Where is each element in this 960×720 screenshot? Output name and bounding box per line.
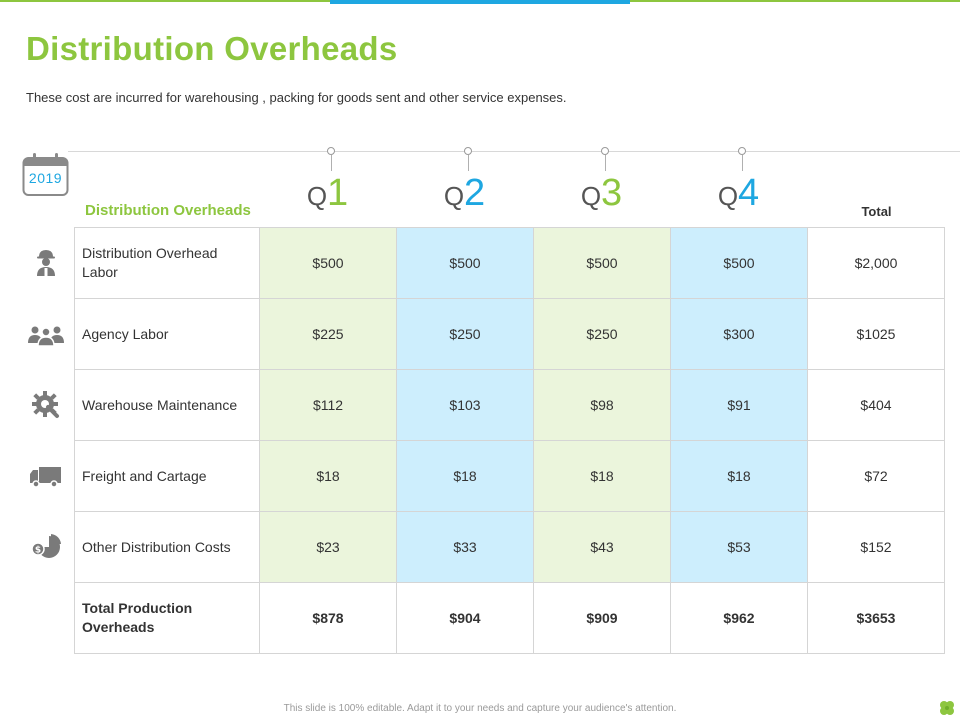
team-icon: [27, 319, 65, 349]
cell-q3: $43: [533, 511, 671, 583]
quarter-header-q3: Q3: [533, 172, 670, 215]
table-row: Warehouse Maintenance $112 $103 $98 $91 …: [74, 369, 945, 441]
cell-q1: $225: [259, 298, 397, 370]
table-row: Other Distribution Costs $23 $33 $43 $53…: [74, 511, 945, 583]
total-row-label: Total Production Overheads: [74, 582, 260, 654]
table-row: Agency Labor $225 $250 $250 $300 $1025: [74, 298, 945, 370]
clover-logo-icon: [938, 699, 956, 717]
cell-q2: $18: [396, 440, 534, 512]
timeline-marker: [738, 147, 746, 155]
quarter-header-q1: Q1: [259, 172, 396, 215]
row-label: Distribution Overhead Labor: [74, 227, 260, 299]
total-cell-q2: $904: [396, 582, 534, 654]
cell-q2: $33: [396, 511, 534, 583]
truck-icon: [27, 461, 65, 491]
worker-icon: [27, 247, 65, 277]
cell-total: $152: [807, 511, 945, 583]
timeline-marker-stem: [605, 155, 606, 171]
top-accent-bar-center: [330, 0, 630, 4]
row-label: Agency Labor: [74, 298, 260, 370]
total-cell-q1: $878: [259, 582, 397, 654]
quarter-prefix: Q: [443, 181, 465, 211]
timeline-marker-stem: [742, 155, 743, 171]
quarter-number: 4: [738, 172, 760, 214]
page-title: Distribution Overheads: [26, 30, 398, 67]
cell-q3: $250: [533, 298, 671, 370]
timeline-marker-stem: [331, 155, 332, 171]
timeline-marker-stem: [468, 155, 469, 171]
cell-q4: $53: [670, 511, 808, 583]
row-label: Freight and Cartage: [74, 440, 260, 512]
timeline-marker: [327, 147, 335, 155]
cell-q2: $103: [396, 369, 534, 441]
cell-q3: $18: [533, 440, 671, 512]
cell-q1: $18: [259, 440, 397, 512]
cell-q4: $300: [670, 298, 808, 370]
cell-total: $72: [807, 440, 945, 512]
quarter-prefix: Q: [306, 181, 328, 211]
timeline-marker: [601, 147, 609, 155]
cell-q4: $18: [670, 440, 808, 512]
quarter-number: 1: [327, 172, 349, 214]
cell-q1: $23: [259, 511, 397, 583]
quarter-header-q4: Q4: [670, 172, 807, 215]
cell-q3: $500: [533, 227, 671, 299]
quarter-header-q2: Q2: [396, 172, 533, 215]
cell-q3: $98: [533, 369, 671, 441]
timeline-line: [68, 151, 960, 152]
cell-q4: $91: [670, 369, 808, 441]
row-label: Warehouse Maintenance: [74, 369, 260, 441]
overheads-table: Distribution Overhead Labor $500 $500 $5…: [74, 227, 945, 654]
table-row: Freight and Cartage $18 $18 $18 $18 $72: [74, 440, 945, 512]
total-cell-q3: $909: [533, 582, 671, 654]
page-subtitle: These cost are incurred for warehousing …: [26, 90, 567, 105]
top-accent-bar-left: [0, 0, 330, 2]
quarter-number: 3: [601, 172, 623, 214]
row-header: Distribution Overheads: [85, 202, 251, 219]
cell-q4: $500: [670, 227, 808, 299]
calendar-icon: 2019: [22, 152, 69, 197]
svg-text:$: $: [35, 546, 41, 556]
grand-total-cell: $3653: [807, 582, 945, 654]
cell-q1: $112: [259, 369, 397, 441]
table-row: Distribution Overhead Labor $500 $500 $5…: [74, 227, 945, 299]
gear-wrench-icon: [27, 390, 65, 420]
cell-q1: $500: [259, 227, 397, 299]
quarter-prefix: Q: [717, 181, 739, 211]
money-pie-icon: $: [27, 532, 65, 562]
calendar-year: 2019: [28, 170, 63, 186]
total-cell-q4: $962: [670, 582, 808, 654]
footer-note: This slide is 100% editable. Adapt it to…: [283, 703, 677, 714]
timeline-marker: [464, 147, 472, 155]
quarter-prefix: Q: [580, 181, 602, 211]
cell-total: $404: [807, 369, 945, 441]
cell-q2: $250: [396, 298, 534, 370]
top-accent-bar-right: [630, 0, 960, 2]
total-column-header: Total: [861, 204, 892, 219]
cell-total: $1025: [807, 298, 945, 370]
row-label: Other Distribution Costs: [74, 511, 260, 583]
cell-q2: $500: [396, 227, 534, 299]
cell-total: $2,000: [807, 227, 945, 299]
table-total-row: Total Production Overheads $878 $904 $90…: [74, 582, 945, 654]
quarter-number: 2: [464, 172, 486, 214]
